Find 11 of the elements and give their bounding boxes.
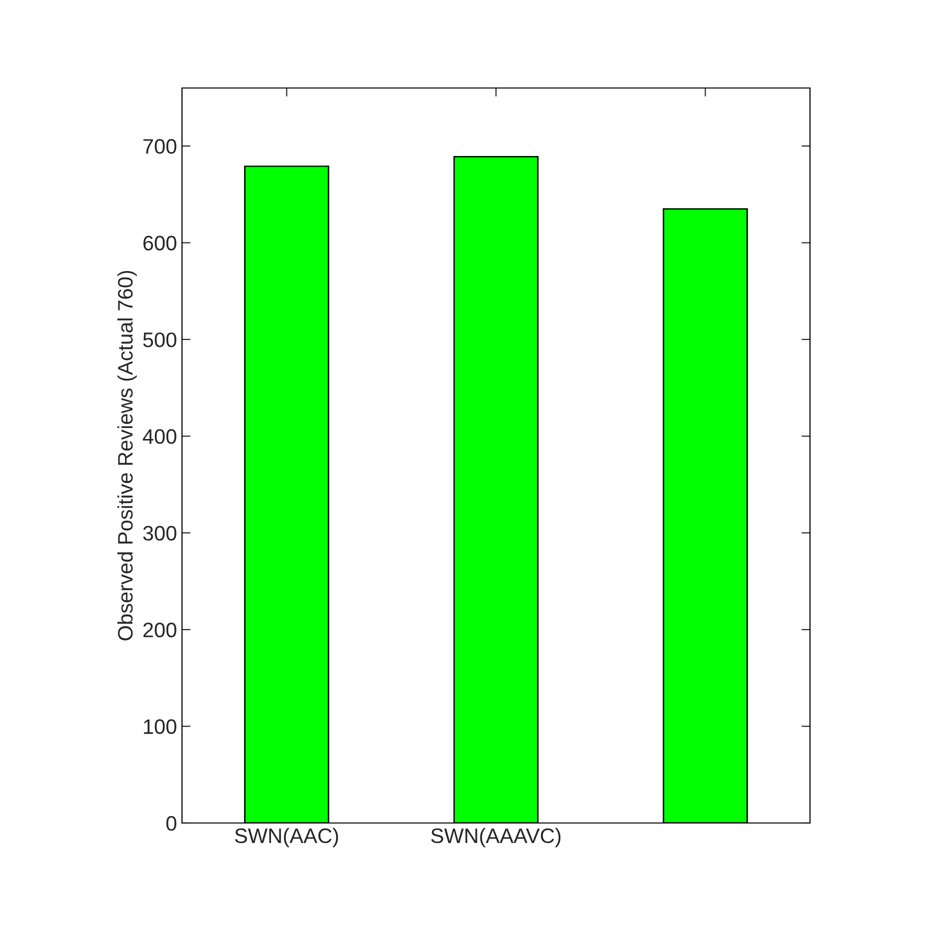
y-tick-label: 200: [143, 622, 176, 638]
y-tick-label: 700: [143, 139, 176, 154]
y-tick-label: 300: [143, 526, 176, 541]
x-tick-label: SWN(AAAVC): [431, 828, 560, 848]
y-tick-label: 500: [143, 332, 176, 348]
y-tick-label: 0: [166, 816, 176, 831]
y-tick-label: 600: [143, 236, 176, 250]
y-tick-label: 400: [142, 429, 176, 444]
y-tick-label: 100: [144, 719, 176, 734]
y-axis-title: Observed Positive Reviews (Actual 760): [117, 270, 137, 640]
x-tick-label: SWN(AAC): [234, 828, 338, 848]
